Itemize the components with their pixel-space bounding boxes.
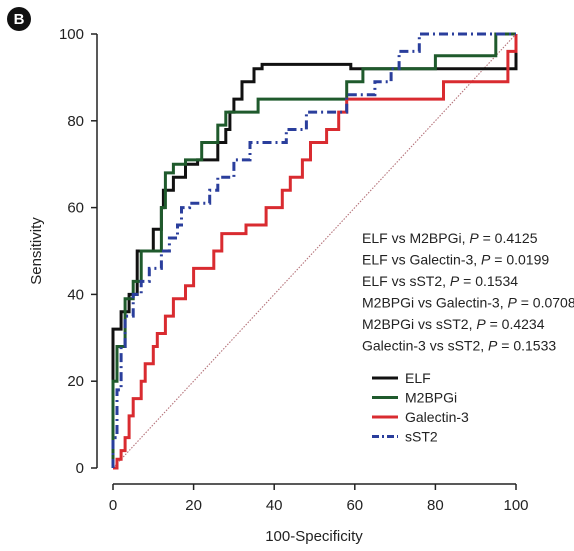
legend-label: M2BPGi bbox=[405, 390, 457, 406]
legend-label: sST2 bbox=[405, 429, 438, 445]
annotation-comparison: M2BPGi vs sST2, bbox=[362, 316, 476, 332]
annotation-p-value: = 0.1533 bbox=[497, 338, 556, 354]
y-ticks: 0 20 40 60 80 100 bbox=[59, 26, 97, 477]
annotation-p-symbol: P bbox=[469, 230, 479, 246]
series-layer bbox=[111, 32, 518, 470]
annotation-p-value: = 0.4234 bbox=[486, 316, 545, 332]
x-tick-label: 40 bbox=[266, 497, 283, 514]
x-ticks: 0 20 40 60 80 100 bbox=[109, 484, 529, 514]
p-value-annotation: ELF vs sST2, P = 0.1534 bbox=[362, 273, 518, 289]
y-tick-label: 60 bbox=[67, 200, 84, 217]
legend-label: ELF bbox=[405, 370, 431, 386]
annotation-p-symbol: P bbox=[476, 316, 486, 332]
p-value-annotation: ELF vs Galectin-3, P = 0.0199 bbox=[362, 252, 549, 268]
y-tick-label: 80 bbox=[67, 113, 84, 130]
series-line-elf bbox=[111, 34, 518, 468]
annotation-p-symbol: P bbox=[488, 338, 498, 354]
p-value-annotation: ELF vs M2BPGi, P = 0.4125 bbox=[362, 230, 538, 246]
annotation-comparison: ELF vs sST2, bbox=[362, 273, 450, 289]
annotation-p-symbol: P bbox=[450, 273, 460, 289]
annotation-comparison: Galectin-3 vs sST2, bbox=[362, 338, 488, 354]
annotation-p-symbol: P bbox=[481, 252, 491, 268]
annotation-p-value: = 0.4125 bbox=[479, 230, 538, 246]
p-value-annotations: ELF vs M2BPGi, P = 0.4125 ELF vs Galectin… bbox=[362, 230, 574, 354]
y-tick-label: 0 bbox=[76, 460, 84, 477]
p-value-annotation: Galectin-3 vs sST2, P = 0.1533 bbox=[362, 338, 556, 354]
x-tick-label: 60 bbox=[346, 497, 363, 514]
x-tick-label: 0 bbox=[109, 497, 117, 514]
series-line-galectin-3 bbox=[113, 34, 518, 470]
y-tick-label: 40 bbox=[67, 286, 84, 303]
p-value-annotation: M2BPGi vs Galectin-3, P = 0.0708 bbox=[362, 295, 574, 311]
legend-label: Galectin-3 bbox=[405, 409, 469, 425]
x-tick-label: 20 bbox=[185, 497, 202, 514]
series-line-m2bpgi bbox=[111, 32, 516, 468]
annotation-p-value: = 0.0708 bbox=[517, 295, 574, 311]
panel-label-text: B bbox=[14, 11, 25, 28]
annotation-comparison: ELF vs M2BPGi, bbox=[362, 230, 469, 246]
x-tick-label: 80 bbox=[427, 497, 444, 514]
annotation-p-symbol: P bbox=[508, 295, 518, 311]
x-axis-title: 100-Specificity bbox=[265, 528, 363, 545]
x-tick-label: 100 bbox=[503, 497, 528, 514]
annotation-p-value: = 0.0199 bbox=[490, 252, 549, 268]
panel-label-badge bbox=[7, 7, 31, 31]
p-value-annotation: M2BPGi vs sST2, P = 0.4234 bbox=[362, 316, 545, 332]
annotation-p-value: = 0.1534 bbox=[459, 273, 518, 289]
annotation-comparison: M2BPGi vs Galectin-3, bbox=[362, 295, 508, 311]
legend: ELF M2BPGi Galectin-3 sST2 bbox=[372, 370, 469, 445]
panel-label: B bbox=[7, 7, 31, 31]
annotation-comparison: ELF vs Galectin-3, bbox=[362, 252, 481, 268]
y-axis-title: Sensitivity bbox=[28, 217, 45, 285]
y-tick-label: 100 bbox=[59, 26, 84, 43]
y-tick-label: 20 bbox=[67, 373, 84, 390]
